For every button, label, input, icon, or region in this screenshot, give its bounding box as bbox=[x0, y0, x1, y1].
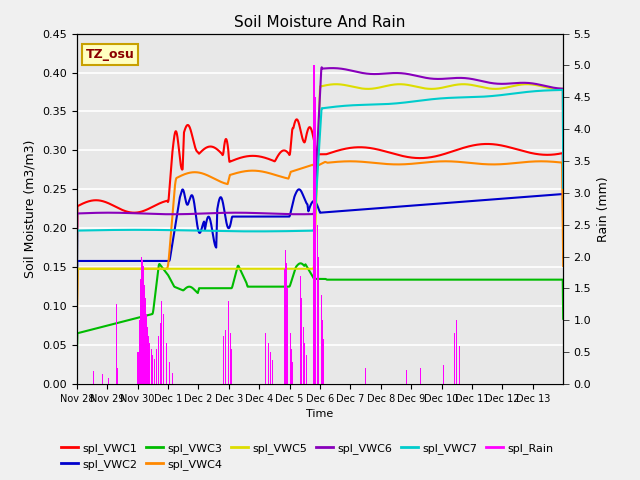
Bar bbox=[290, 333, 291, 384]
Bar bbox=[140, 279, 141, 384]
Bar bbox=[225, 330, 226, 384]
Bar bbox=[146, 314, 147, 384]
Bar bbox=[148, 336, 149, 384]
Bar bbox=[286, 263, 287, 384]
Bar bbox=[139, 320, 140, 384]
Bar bbox=[456, 320, 457, 384]
Bar bbox=[152, 355, 153, 384]
Bar bbox=[270, 352, 271, 384]
Bar bbox=[443, 365, 444, 384]
Bar bbox=[365, 368, 366, 384]
Bar bbox=[158, 336, 159, 384]
Bar bbox=[223, 336, 224, 384]
Bar bbox=[317, 225, 318, 384]
X-axis label: Time: Time bbox=[307, 409, 333, 419]
Y-axis label: Rain (mm): Rain (mm) bbox=[597, 176, 610, 241]
Bar bbox=[313, 97, 314, 384]
Bar bbox=[303, 327, 304, 384]
Bar bbox=[139, 320, 140, 384]
Bar bbox=[228, 301, 229, 384]
Bar bbox=[108, 378, 109, 384]
Bar bbox=[159, 324, 161, 384]
Bar bbox=[323, 339, 324, 384]
Bar bbox=[140, 320, 141, 384]
Text: TZ_osu: TZ_osu bbox=[86, 48, 134, 61]
Bar bbox=[367, 371, 369, 384]
Bar bbox=[138, 352, 139, 384]
Bar bbox=[102, 374, 103, 384]
Bar bbox=[315, 97, 316, 384]
Bar bbox=[154, 359, 155, 384]
Title: Soil Moisture And Rain: Soil Moisture And Rain bbox=[234, 15, 406, 30]
Bar bbox=[322, 320, 323, 384]
Bar bbox=[138, 352, 140, 384]
Bar bbox=[287, 288, 288, 384]
Bar bbox=[163, 314, 164, 384]
Bar bbox=[142, 260, 143, 384]
Legend: spl_VWC1, spl_VWC2, spl_VWC3, spl_VWC4, spl_VWC5, spl_VWC6, spl_VWC7, spl_Rain: spl_VWC1, spl_VWC2, spl_VWC3, spl_VWC4, … bbox=[57, 438, 557, 474]
Bar bbox=[318, 257, 319, 384]
Bar bbox=[301, 298, 302, 384]
Bar bbox=[161, 301, 163, 384]
Bar bbox=[151, 349, 152, 384]
Bar bbox=[145, 298, 146, 384]
Bar bbox=[93, 371, 94, 384]
Bar bbox=[172, 372, 173, 384]
Bar bbox=[140, 320, 141, 384]
Bar bbox=[454, 333, 455, 384]
Bar bbox=[284, 269, 285, 384]
Bar bbox=[169, 362, 170, 384]
Y-axis label: Soil Moisture (m3/m3): Soil Moisture (m3/m3) bbox=[24, 140, 36, 278]
Bar bbox=[268, 343, 269, 384]
Bar bbox=[166, 343, 167, 384]
Bar bbox=[143, 273, 144, 384]
Bar bbox=[300, 276, 301, 384]
Bar bbox=[137, 352, 138, 384]
Bar bbox=[314, 65, 315, 384]
Bar bbox=[319, 269, 321, 384]
Bar bbox=[306, 355, 307, 384]
Bar bbox=[291, 349, 292, 384]
Bar bbox=[144, 285, 145, 384]
Bar bbox=[171, 368, 172, 384]
Bar bbox=[149, 343, 150, 384]
Bar bbox=[140, 320, 141, 384]
Bar bbox=[164, 330, 165, 384]
Bar bbox=[156, 349, 157, 384]
Bar bbox=[147, 327, 148, 384]
Bar bbox=[321, 295, 322, 384]
Bar bbox=[117, 368, 118, 384]
Bar bbox=[285, 250, 286, 384]
Bar bbox=[141, 257, 142, 384]
Bar bbox=[292, 362, 293, 384]
Bar bbox=[230, 333, 231, 384]
Bar bbox=[406, 370, 407, 384]
